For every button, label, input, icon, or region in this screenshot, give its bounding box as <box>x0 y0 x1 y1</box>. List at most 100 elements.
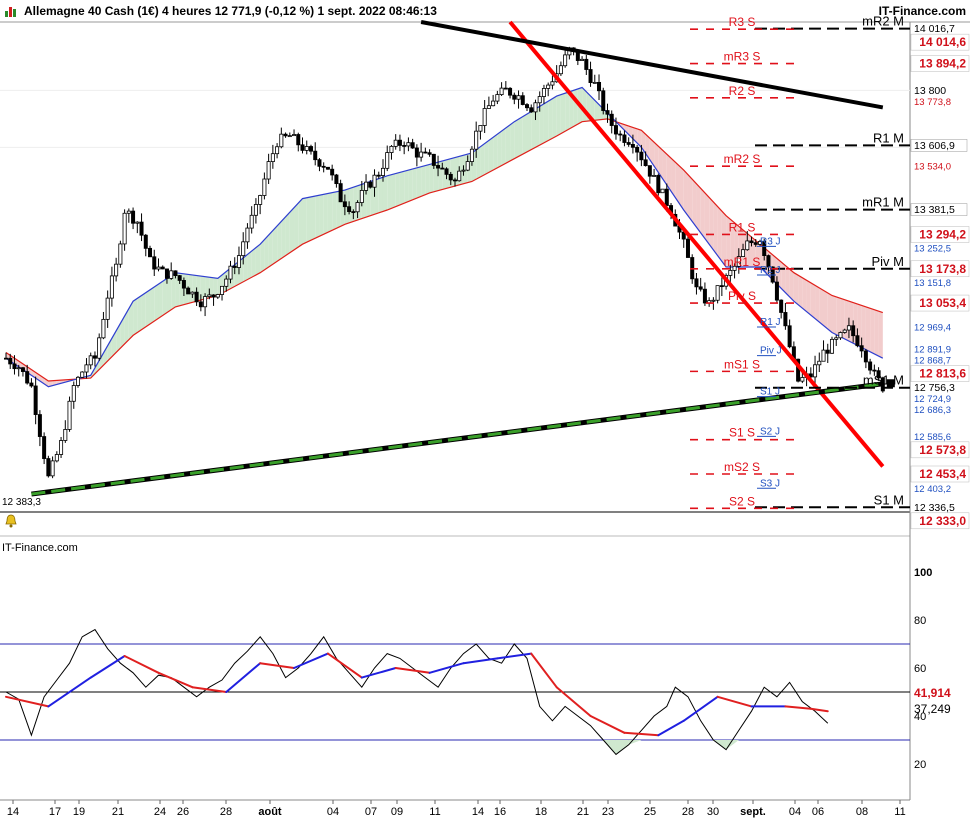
candle-body <box>330 168 335 176</box>
candle-body <box>169 270 174 279</box>
candle-body <box>808 373 813 378</box>
oscillator-signal-segment <box>682 695 719 722</box>
ma-cloud-segment <box>323 193 328 235</box>
candle-body <box>609 113 614 126</box>
ma-cloud-segment <box>802 277 807 312</box>
ma-cloud-segment <box>793 272 799 305</box>
ma-cloud-segment <box>116 323 121 353</box>
candle-body <box>4 357 9 360</box>
oscillator-signal-segment <box>89 655 126 679</box>
candle-body <box>872 369 877 372</box>
candle-body <box>452 179 457 182</box>
ma-cloud-segment <box>798 275 803 309</box>
trendlines <box>31 20 885 497</box>
candle-body <box>364 181 369 191</box>
candle-body <box>419 151 424 158</box>
ma-cloud-segment <box>243 254 248 282</box>
price-label-box <box>910 294 970 312</box>
candle-body <box>639 151 644 161</box>
time-tick-label: 06 <box>812 806 824 818</box>
ma-cloud-segment <box>488 137 494 173</box>
price-axis-label: 13 173,8 <box>919 262 966 276</box>
candle-body <box>80 371 85 378</box>
ma-cloud-segment <box>429 163 434 193</box>
candle-body <box>241 241 246 257</box>
time-tick-label: 07 <box>365 806 377 818</box>
ma-cloud-segment <box>289 207 295 253</box>
ma-cloud-segment <box>421 165 426 197</box>
candle-body <box>325 166 330 170</box>
candle-body <box>164 268 169 279</box>
oversold-fill <box>726 740 739 750</box>
candle-body <box>855 335 860 347</box>
ma-cloud-segment <box>823 290 828 330</box>
price-label-box <box>910 512 970 530</box>
time-tick-label: 16 <box>494 806 506 818</box>
ma-cloud-segment <box>327 192 333 233</box>
weekly-pivot-label: R2 S <box>729 84 756 98</box>
candle-body <box>266 161 271 180</box>
ma-cloud-segment <box>548 98 553 141</box>
ma-cloud-segment <box>666 154 672 192</box>
ma-cloud-segment <box>99 353 104 370</box>
candle-body <box>380 167 385 176</box>
ma-cloud-segment <box>213 277 218 297</box>
candle-body <box>465 161 470 171</box>
candle-body <box>436 165 441 169</box>
weekly-pivot-label: R1 S <box>729 220 756 234</box>
candle-body <box>457 170 462 182</box>
daily-pivot-label: Piv J <box>760 346 782 357</box>
candle-body <box>33 385 38 415</box>
ma-cloud-segment <box>781 262 786 293</box>
period-low-label: 12 383,3 <box>2 497 41 508</box>
candle-body <box>249 214 254 229</box>
weekly-pivot-label: S1 S <box>729 426 755 440</box>
candle-body <box>745 240 750 251</box>
time-axis: 14 17 19 21 24 26 28 août 04 07 09 11 14 16 18 21 23 25 28… <box>7 800 906 818</box>
candle-body <box>846 325 851 331</box>
ma-cloud-segment <box>412 167 417 200</box>
price-axis-label: 13 534,0 <box>914 162 951 173</box>
ma-cloud-segment <box>285 212 290 256</box>
oscillator-signal-segment <box>623 731 660 737</box>
candle-body <box>122 212 127 245</box>
candle-body <box>478 125 483 132</box>
candle-body <box>177 275 182 281</box>
time-tick-label: 17 <box>49 806 61 818</box>
candle-body <box>592 81 597 84</box>
price-axis-label: 13 252,5 <box>914 243 951 254</box>
price-axis-label: 12 891,9 <box>914 345 951 356</box>
candle-body <box>12 363 17 370</box>
ma-cloud-segment <box>658 146 663 179</box>
candle-body <box>622 134 627 143</box>
ma-cloud-segment <box>145 289 151 327</box>
candle-body <box>410 142 415 149</box>
oscillator-tick: 60 <box>914 663 926 675</box>
candle-body <box>495 94 500 102</box>
candle-body <box>482 108 487 126</box>
oscillator-signal-segment <box>225 662 262 693</box>
weekly-pivot-label: mS2 S <box>724 460 760 474</box>
ma-cloud-segment <box>683 170 688 216</box>
time-tick-label: sept. <box>740 806 766 818</box>
candle-body <box>647 165 652 177</box>
ma-cloud-segment <box>776 258 782 289</box>
ma-cloud-segment <box>281 216 286 259</box>
price-axis-label: 12 969,4 <box>914 322 951 333</box>
candle-body <box>88 355 93 366</box>
ma-cloud-segment <box>518 116 523 157</box>
candle-body <box>618 133 623 136</box>
ma-cloud-segment <box>175 272 180 307</box>
price-axis-label: 12 585,6 <box>914 432 951 443</box>
candle-body <box>385 152 390 169</box>
ma-cloud-segment <box>27 366 32 376</box>
ma-cloud-segment <box>535 106 540 148</box>
ma-cloud-segment <box>166 275 172 313</box>
candle-body <box>508 87 513 96</box>
ma-cloud-segment <box>840 298 845 339</box>
candle-body <box>143 234 148 249</box>
price-axis-label: 12 573,8 <box>919 443 966 457</box>
alert-bell-icon[interactable] <box>3 513 19 529</box>
ma-cloud-segment <box>370 180 375 216</box>
candle-body <box>605 110 610 115</box>
